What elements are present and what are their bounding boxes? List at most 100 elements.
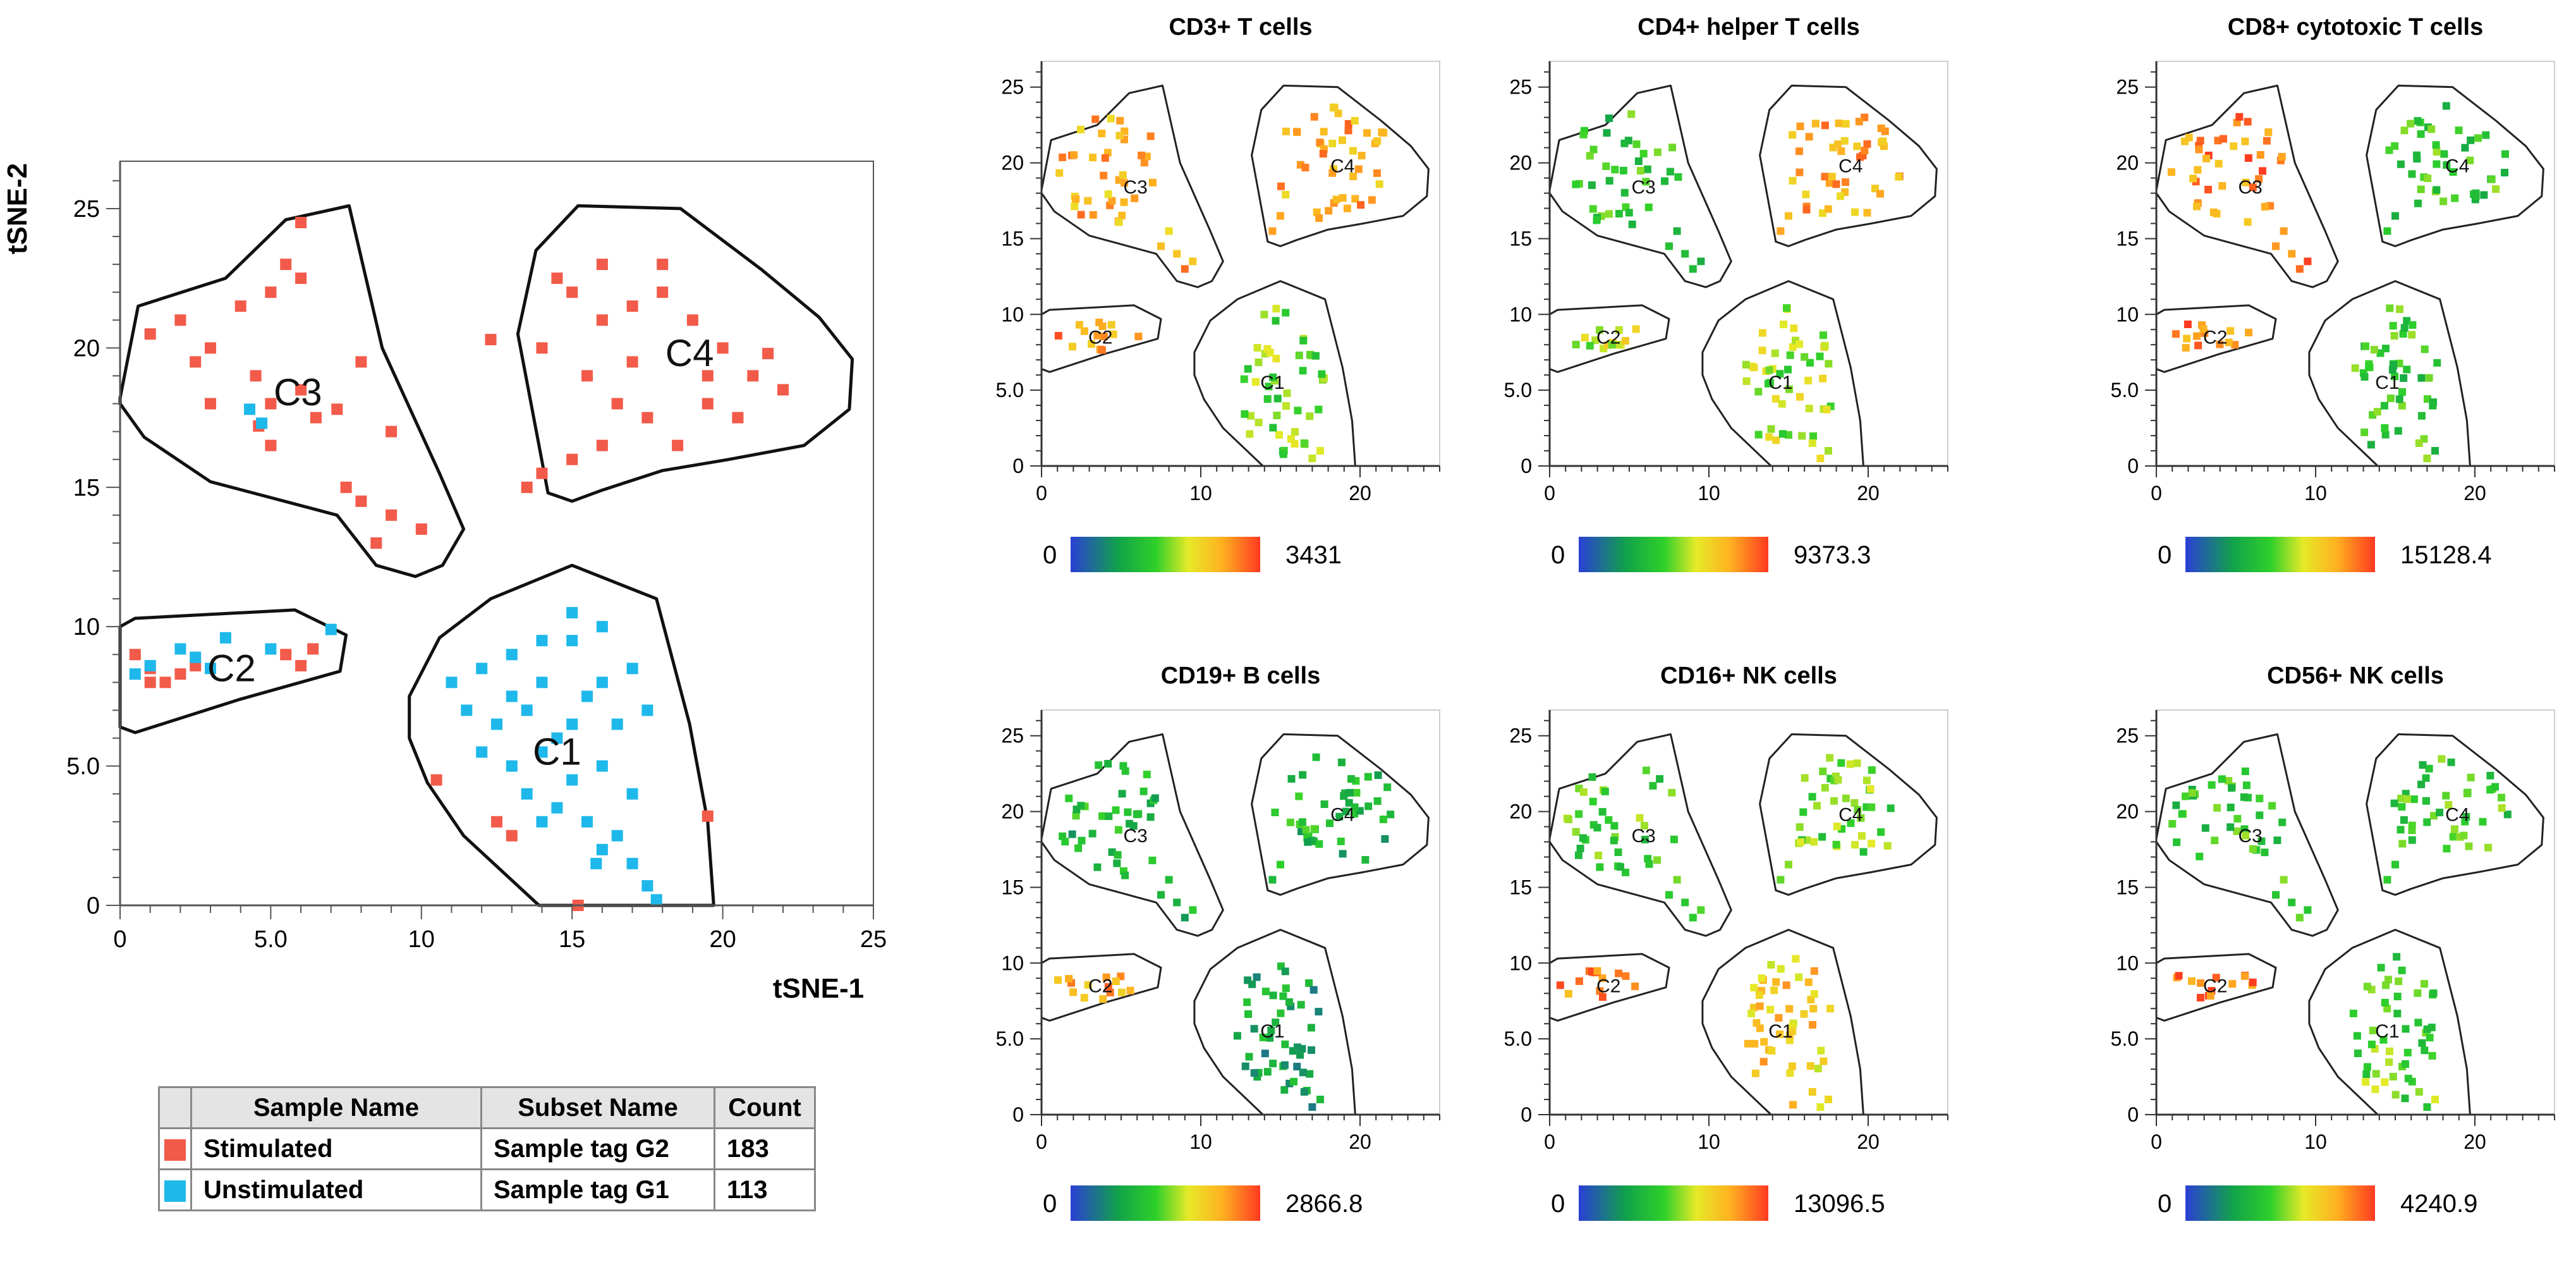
data-point: [2227, 327, 2235, 335]
data-point: [1375, 180, 1383, 188]
y-tick-label: 5.0: [996, 1027, 1024, 1050]
data-point: [1358, 152, 1366, 160]
data-point: [1605, 114, 1613, 123]
data-point: [2225, 338, 2233, 346]
data-point: [1767, 961, 1775, 969]
data-point: [2393, 953, 2401, 961]
data-point: [2442, 102, 2450, 110]
data-point: [2227, 804, 2235, 812]
data-point: [2382, 981, 2390, 989]
panel-title: CD3+ T cells: [1169, 14, 1312, 40]
data-point: [1255, 419, 1263, 427]
data-point: [2396, 305, 2403, 313]
cluster-label-c2: C2: [207, 647, 256, 689]
data-point: [2220, 135, 2227, 143]
data-point: [2397, 826, 2405, 834]
data-point: [1595, 852, 1603, 859]
legend-sample-name: Stimulated: [190, 1127, 482, 1170]
data-point: [1605, 210, 1613, 218]
data-point: [2395, 359, 2403, 367]
data-point: [1661, 177, 1668, 185]
data-point: [521, 481, 533, 493]
data-point: [536, 467, 548, 479]
data-point: [1834, 776, 1842, 784]
data-point: [1075, 321, 1083, 329]
data-point: [626, 356, 638, 368]
data-point: [1593, 824, 1601, 832]
cluster-outline-c3: [1548, 84, 1732, 288]
data-point: [1820, 331, 1827, 340]
data-point: [2256, 151, 2264, 159]
data-point: [1837, 759, 1845, 767]
data-point: [1742, 360, 1750, 369]
data-point: [566, 453, 578, 465]
data-point: [2391, 372, 2399, 381]
data-point: [1670, 835, 1678, 843]
legend-row-stimulated: Stimulated Sample tag G2 183: [158, 1127, 816, 1170]
x-tick-label: 0: [1036, 1130, 1047, 1153]
cluster-label-c4: C4: [2445, 804, 2469, 825]
data-point: [2370, 346, 2378, 354]
data-point: [1786, 1069, 1794, 1077]
data-point: [2501, 150, 2509, 158]
y-tick-label: 10: [73, 614, 100, 640]
panel-title: CD4+ helper T cells: [1637, 14, 1860, 40]
data-point: [1268, 227, 1277, 235]
data-point: [1352, 788, 1361, 797]
data-point: [1315, 840, 1323, 848]
data-point: [2423, 455, 2431, 462]
data-point: [2216, 340, 2224, 348]
data-point: [1069, 988, 1078, 996]
data-point: [1619, 166, 1627, 174]
data-point: [144, 676, 156, 689]
data-point: [1579, 130, 1588, 138]
cluster-label-c2: C2: [2203, 327, 2227, 348]
data-point: [1343, 204, 1351, 212]
data-point: [1065, 975, 1073, 983]
data-point: [1364, 773, 1372, 781]
data-point: [1054, 332, 1062, 340]
x-tick-label: 0: [1036, 482, 1047, 505]
data-point: [1320, 128, 1328, 136]
data-point: [1116, 116, 1124, 125]
data-point: [2362, 342, 2369, 350]
data-point: [2386, 1047, 2393, 1055]
data-point: [1767, 425, 1775, 433]
data-point: [1300, 439, 1308, 447]
cluster-outline-c4: [1759, 84, 1938, 247]
data-point: [2418, 1039, 2426, 1047]
data-point: [1298, 818, 1306, 826]
data-point: [626, 300, 638, 312]
data-point: [2408, 331, 2416, 339]
x-tick-label: 20: [1349, 1130, 1371, 1153]
x-tick-label: 10: [1189, 1130, 1212, 1153]
legend-header-sample: Sample Name: [190, 1086, 482, 1129]
data-point: [1777, 227, 1785, 235]
y-tick-label: 25: [1001, 76, 1024, 99]
y-tick-label: 15: [1509, 876, 1532, 898]
data-point: [1586, 341, 1594, 350]
y-tick-label: 5.0: [2111, 379, 2139, 401]
data-point: [1074, 844, 1083, 852]
data-point: [1641, 835, 1649, 843]
data-point: [1259, 1033, 1267, 1041]
x-tick-label: 25: [860, 926, 887, 953]
data-point: [340, 481, 352, 493]
data-point: [325, 623, 337, 635]
data-point: [2408, 821, 2416, 829]
data-point: [2349, 1010, 2357, 1017]
data-point: [1859, 848, 1868, 856]
data-point: [1339, 850, 1347, 858]
data-point: [2421, 345, 2429, 353]
data-point: [1572, 180, 1580, 188]
data-point: [1265, 383, 1273, 391]
data-point: [250, 370, 262, 382]
data-point: [702, 810, 714, 822]
y-tick-label: 5.0: [996, 379, 1024, 401]
data-point: [1295, 792, 1303, 800]
data-point: [1055, 169, 1064, 177]
cluster-outline-c3: [118, 204, 466, 578]
data-point: [1622, 972, 1630, 980]
data-point: [581, 370, 593, 382]
